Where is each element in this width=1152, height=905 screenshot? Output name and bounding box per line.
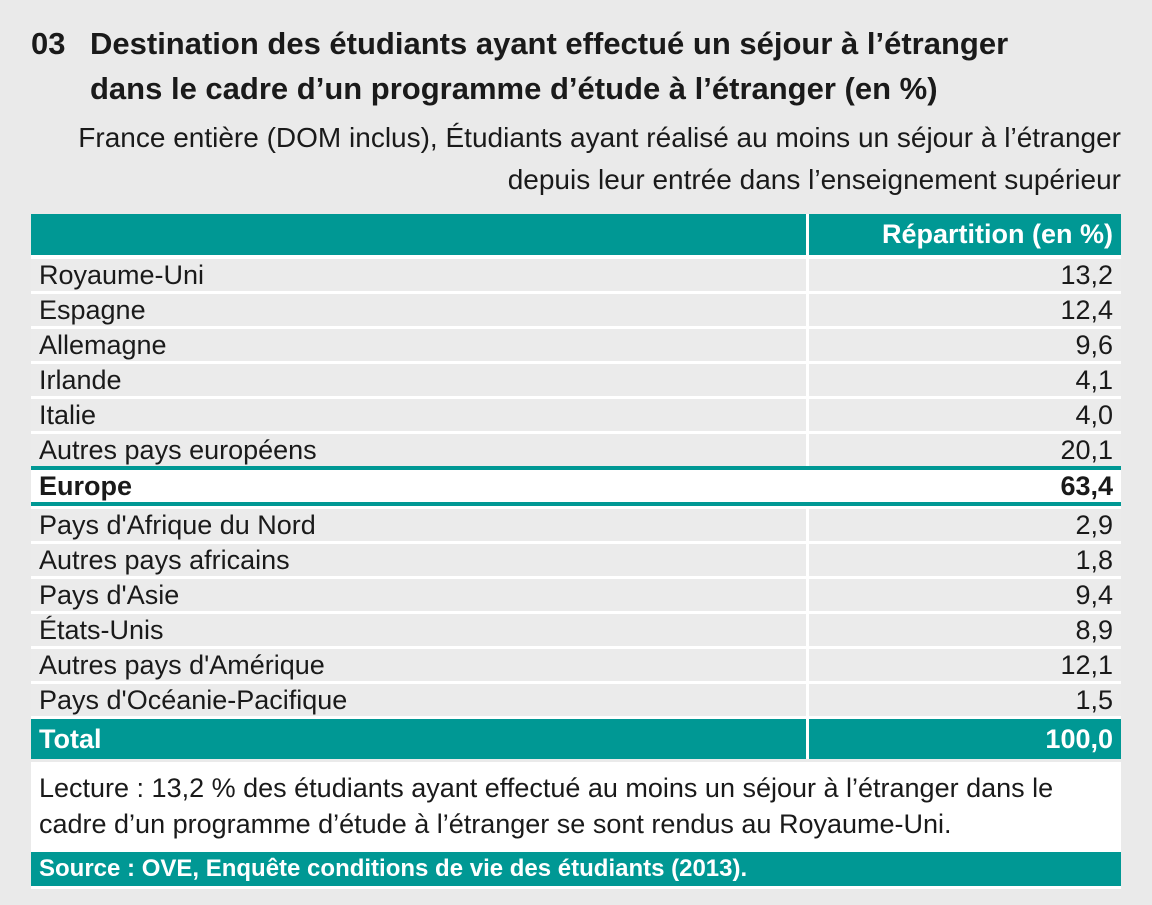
row-value: 1,8 (809, 544, 1121, 576)
row-label: Italie (31, 399, 806, 431)
row-value: 2,9 (809, 509, 1121, 541)
table-row-europe: Europe 63,4 (31, 466, 1121, 506)
table-row-allemagne: Allemagne 9,6 (31, 329, 1121, 361)
row-label: Europe (31, 470, 806, 502)
row-value: 12,1 (809, 649, 1121, 681)
table-row-irlande: Irlande 4,1 (31, 364, 1121, 396)
figure-title: Destination des étudiants ayant effectué… (90, 21, 1008, 111)
figure-container: 03 Destination des étudiants ayant effec… (31, 0, 1121, 889)
row-label: Pays d'Asie (31, 579, 806, 611)
table-row-total: Total 100,0 (31, 719, 1121, 759)
row-value: 1,5 (809, 684, 1121, 716)
row-label: Allemagne (31, 329, 806, 361)
row-label: États-Unis (31, 614, 806, 646)
table-footer: Lecture : 13,2 % des étudiants ayant eff… (31, 762, 1121, 889)
table-row-royaume-uni: Royaume-Uni 13,2 (31, 259, 1121, 291)
table-row-autres-pays-africains: Autres pays africains 1,8 (31, 544, 1121, 576)
figure-title-row: 03 Destination des étudiants ayant effec… (31, 21, 1121, 111)
row-value: 63,4 (809, 470, 1121, 502)
row-value: 4,1 (809, 364, 1121, 396)
table-row-italie: Italie 4,0 (31, 399, 1121, 431)
lecture-note: Lecture : 13,2 % des étudiants ayant eff… (39, 773, 1054, 839)
row-value: 8,9 (809, 614, 1121, 646)
row-value: 4,0 (809, 399, 1121, 431)
figure-title-line-1: Destination des étudiants ayant effectué… (90, 26, 1009, 61)
row-label: Autres pays européens (31, 434, 806, 466)
row-label: Autres pays africains (31, 544, 806, 576)
source-bar: Source : OVE, Enquête conditions de vie … (31, 852, 1121, 886)
row-label: Irlande (31, 364, 806, 396)
table-header-row: Répartition (en %) (31, 214, 1121, 255)
row-label: Royaume-Uni (31, 259, 806, 291)
table-header-value-cell: Répartition (en %) (809, 214, 1121, 255)
row-value: 100,0 (809, 719, 1121, 759)
table-header-label-cell (31, 214, 806, 255)
figure-header: 03 Destination des étudiants ayant effec… (31, 0, 1121, 201)
table-row-pays-d-asie: Pays d'Asie 9,4 (31, 579, 1121, 611)
row-value: 9,6 (809, 329, 1121, 361)
row-value: 9,4 (809, 579, 1121, 611)
row-label: Pays d'Afrique du Nord (31, 509, 806, 541)
data-table: Répartition (en %) Royaume-Uni 13,2 Espa… (31, 214, 1121, 759)
figure-title-line-2: dans le cadre d’un programme d’étude à l… (90, 71, 938, 106)
figure-subtitle: France entière (DOM inclus), Étudiants a… (78, 122, 1121, 195)
row-value: 20,1 (809, 434, 1121, 466)
row-label: Autres pays d'Amérique (31, 649, 806, 681)
figure-number: 03 (31, 26, 66, 61)
table-row-autres-pays-europ-ens: Autres pays européens 20,1 (31, 434, 1121, 466)
table-row--tats-unis: États-Unis 8,9 (31, 614, 1121, 646)
row-label: Total (31, 719, 806, 759)
row-label: Pays d'Océanie-Pacifique (31, 684, 806, 716)
table-row-autres-pays-d-am-rique: Autres pays d'Amérique 12,1 (31, 649, 1121, 681)
row-label: Espagne (31, 294, 806, 326)
table-row-pays-d-afrique-du-nord: Pays d'Afrique du Nord 2,9 (31, 509, 1121, 541)
row-value: 12,4 (809, 294, 1121, 326)
table-row-pays-d-oc-anie-pacifique: Pays d'Océanie-Pacifique 1,5 (31, 684, 1121, 716)
row-value: 13,2 (809, 259, 1121, 291)
table-row-espagne: Espagne 12,4 (31, 294, 1121, 326)
